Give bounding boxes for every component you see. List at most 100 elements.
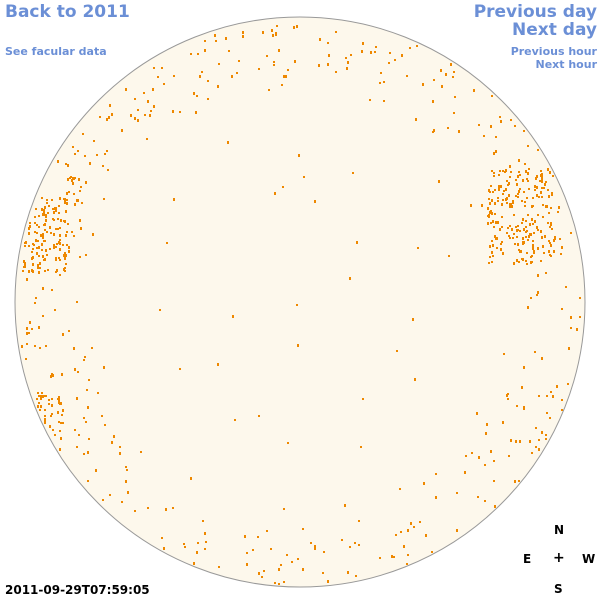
facula-spot — [509, 176, 511, 178]
facula-spot — [542, 204, 544, 206]
facula-spot — [40, 395, 42, 397]
facula-spot — [258, 415, 260, 417]
facula-spot — [59, 274, 61, 276]
facula-spot — [506, 394, 508, 397]
facula-spot — [56, 269, 58, 272]
facula-spot — [274, 582, 276, 584]
see-facular-data-link[interactable]: See facular data — [5, 45, 107, 58]
facula-spot — [537, 229, 539, 231]
facula-spot — [447, 127, 449, 129]
facula-spot — [345, 57, 347, 59]
facula-spot — [227, 141, 229, 144]
facula-spot — [540, 191, 542, 194]
previous-hour-link[interactable]: Previous hour — [510, 45, 597, 58]
facula-spot — [39, 262, 41, 265]
facula-spot — [570, 327, 572, 329]
facula-spot — [561, 308, 563, 310]
facula-spot — [513, 262, 515, 265]
facula-spot — [532, 247, 534, 250]
next-hour-link[interactable]: Next hour — [535, 58, 598, 71]
facula-spot — [161, 537, 163, 539]
facula-spot — [59, 239, 61, 241]
facula-spot — [38, 246, 40, 249]
facula-spot — [76, 199, 78, 202]
next-day-link[interactable]: Next day — [512, 20, 597, 40]
facula-spot — [31, 251, 33, 253]
facula-spot — [453, 71, 455, 73]
facula-spot — [503, 190, 505, 192]
facula-spot — [44, 270, 46, 272]
facula-spot — [473, 89, 475, 92]
facula-spot — [52, 218, 54, 220]
facula-spot — [103, 366, 105, 369]
facular-spots — [21, 25, 581, 585]
facula-spot — [314, 547, 316, 550]
facula-spot — [545, 272, 547, 274]
facula-spot — [32, 248, 34, 250]
facula-spot — [287, 69, 289, 71]
facula-spot — [358, 520, 360, 522]
facula-spot — [293, 26, 295, 29]
facula-spot — [46, 202, 48, 204]
facula-spot — [283, 75, 285, 78]
facula-spot — [417, 247, 419, 249]
facula-spot — [323, 551, 325, 553]
facula-spot — [55, 228, 57, 230]
facula-spot — [35, 297, 37, 299]
facula-spot — [48, 399, 50, 401]
facula-spot — [565, 286, 567, 288]
facula-spot — [106, 150, 108, 152]
facula-spot — [83, 359, 85, 361]
back-to-year-link[interactable]: Back to 2011 — [5, 2, 130, 22]
facula-spot — [53, 246, 55, 249]
facula-spot — [548, 250, 550, 253]
facula-spot — [55, 259, 57, 261]
facula-spot — [533, 251, 535, 254]
facula-spot — [43, 259, 45, 261]
facula-spot — [57, 218, 59, 220]
facula-spot — [419, 521, 421, 523]
facula-spot — [486, 423, 488, 426]
facula-spot — [522, 241, 524, 243]
facula-spot — [60, 219, 62, 222]
solar-disk — [14, 16, 586, 588]
facula-spot — [561, 246, 563, 249]
facula-spot — [58, 241, 60, 244]
facula-spot — [201, 71, 203, 73]
facula-spot — [505, 169, 507, 172]
facula-spot — [246, 563, 248, 566]
facula-spot — [149, 114, 151, 117]
facula-spot — [501, 226, 503, 228]
facula-spot — [73, 177, 75, 180]
facula-spot — [491, 240, 493, 242]
facula-spot — [195, 111, 197, 114]
facula-spot — [64, 201, 66, 204]
facula-spot — [314, 200, 316, 203]
facula-spot — [570, 232, 572, 234]
facula-spot — [78, 434, 80, 436]
facula-spot — [130, 114, 132, 117]
facula-spot — [46, 199, 48, 201]
facula-spot — [516, 183, 518, 186]
facula-spot — [435, 496, 437, 499]
facula-spot — [258, 572, 260, 575]
facula-spot — [59, 197, 61, 200]
facula-spot — [108, 116, 110, 119]
facula-spot — [492, 191, 494, 193]
facula-spot — [193, 92, 195, 95]
facula-spot — [499, 116, 501, 118]
previous-day-link[interactable]: Previous day — [473, 2, 597, 22]
facula-spot — [525, 170, 527, 173]
facula-spot — [49, 248, 51, 250]
facula-spot — [287, 442, 289, 444]
facula-spot — [183, 543, 185, 545]
facula-spot — [111, 441, 113, 444]
facula-spot — [274, 192, 276, 195]
facula-spot — [395, 534, 397, 536]
facula-spot — [140, 451, 142, 453]
facula-spot — [423, 482, 425, 485]
facula-spot — [24, 242, 26, 244]
facula-spot — [64, 220, 66, 223]
facula-spot — [31, 257, 33, 260]
